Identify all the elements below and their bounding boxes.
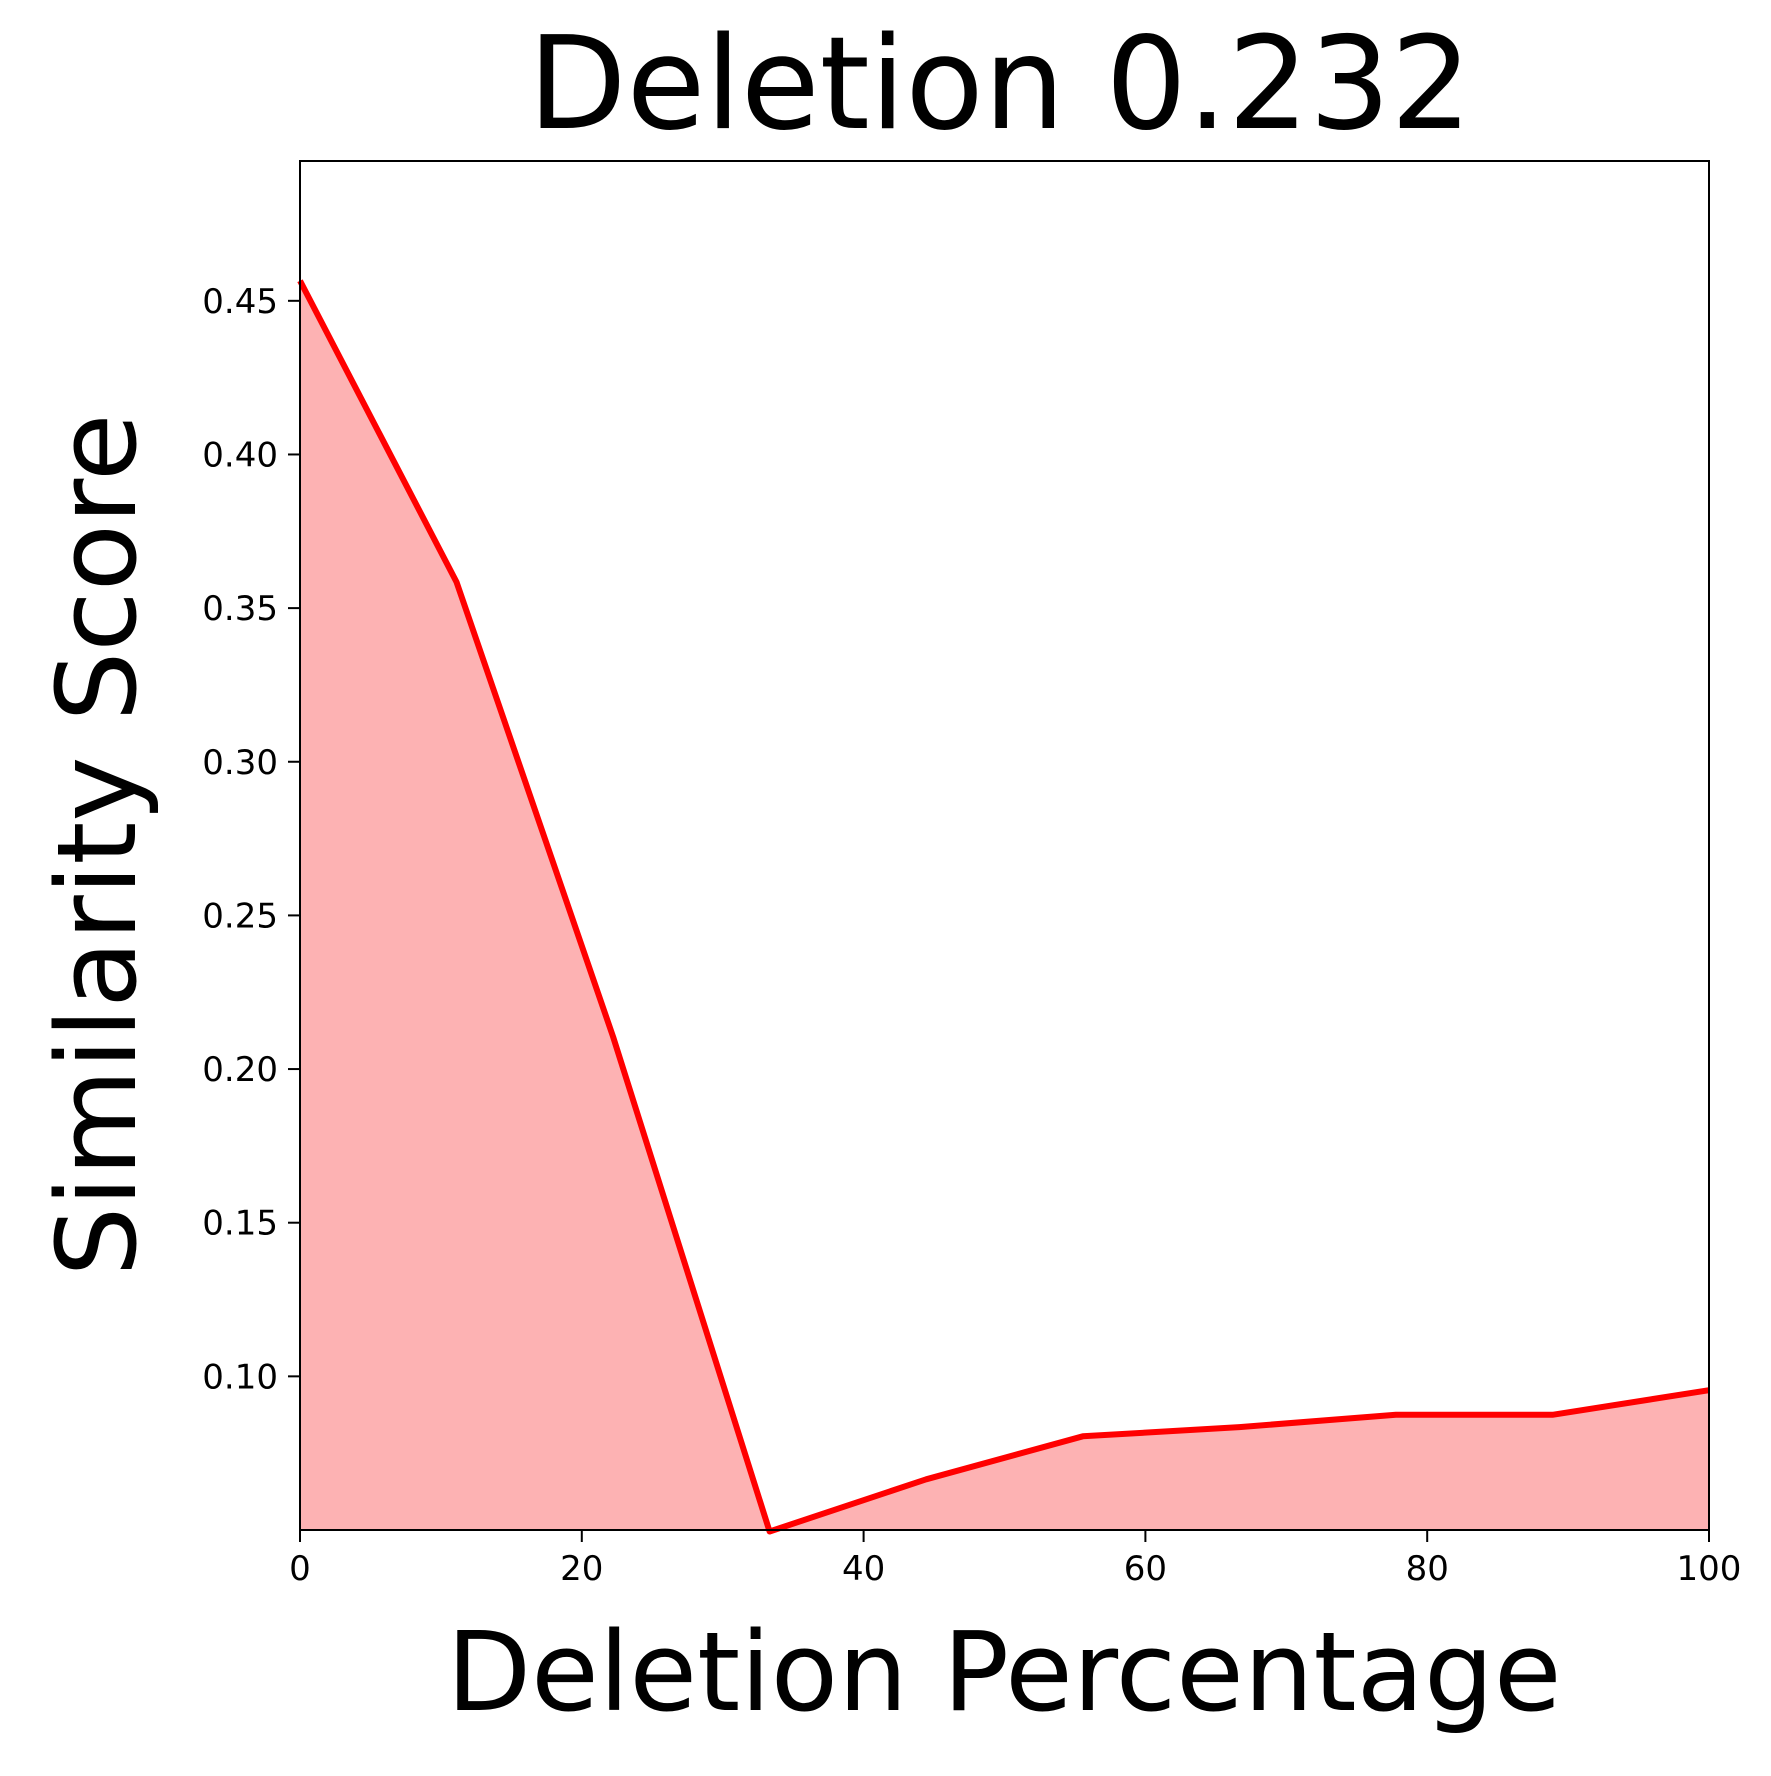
y-tick-label: 0.25 (202, 896, 278, 936)
plot-area (297, 279, 1710, 1535)
x-axis-label: Deletion Percentage (446, 1608, 1561, 1736)
series-area-fill (300, 280, 1709, 1532)
x-tick-label: 100 (1677, 1549, 1742, 1589)
series-line (297, 279, 1710, 1535)
y-tick-label: 0.40 (202, 435, 278, 475)
y-tick-label: 0.45 (202, 282, 278, 322)
chart-title: Deletion 0.232 (528, 10, 1472, 159)
x-tick-label: 40 (842, 1549, 885, 1589)
x-tick-label: 80 (1406, 1549, 1449, 1589)
x-tick-label: 20 (560, 1549, 603, 1589)
y-tick-label: 0.10 (202, 1357, 278, 1397)
x-tick-label: 0 (289, 1549, 311, 1589)
y-axis-label: Similarity Score (33, 413, 161, 1276)
y-tick-label: 0.30 (202, 743, 278, 783)
y-tick-label: 0.15 (202, 1204, 278, 1244)
y-tick-label: 0.35 (202, 589, 278, 629)
y-tick-label: 0.20 (202, 1050, 278, 1090)
y-axis: 0.10 0.15 0.20 0.25 0.30 0.35 0.40 0.45 (202, 282, 300, 1397)
x-tick-label: 60 (1124, 1549, 1167, 1589)
x-axis: 0 20 40 60 80 100 (289, 1530, 1741, 1589)
plot-frame (299, 160, 1710, 1531)
